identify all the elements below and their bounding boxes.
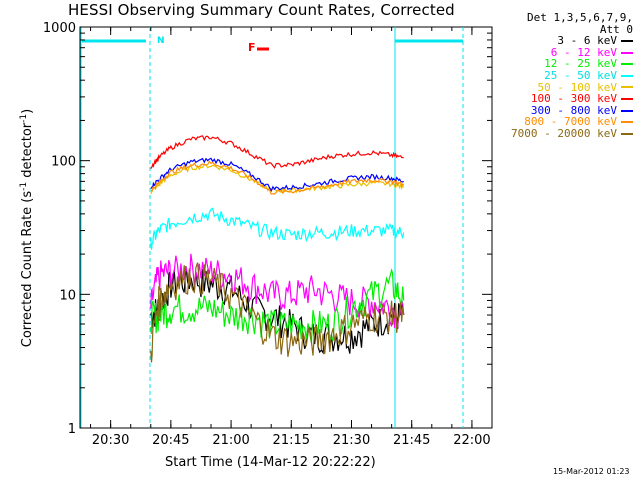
legend-swatch bbox=[621, 63, 633, 66]
legend-swatch bbox=[621, 97, 633, 100]
legend-row: 3 - 6 keV bbox=[511, 35, 633, 47]
legend-label: 300 - 800 keV bbox=[530, 103, 617, 117]
legend-row: 300 - 800 keV bbox=[511, 105, 633, 117]
x-tick-label-2: 21:00 bbox=[212, 433, 249, 448]
x-axis-label: Start Time (14-Mar-12 20:22:22) bbox=[165, 455, 376, 470]
legend-label: 50 - 100 keV bbox=[537, 80, 617, 94]
legend-swatch bbox=[621, 74, 633, 77]
y-axis-label-mid: detector bbox=[20, 122, 36, 182]
legend-label: 12 - 25 keV bbox=[544, 57, 617, 71]
series-line-4 bbox=[150, 163, 405, 195]
timestamp: 15-Mar-2012 01:23 bbox=[553, 467, 630, 476]
legend-row: 50 - 100 keV bbox=[511, 80, 633, 94]
legend-swatch bbox=[621, 132, 633, 135]
y-axis-label-sup1: -1 bbox=[18, 181, 29, 191]
flare-flag-label: F bbox=[248, 41, 256, 54]
legend-swatch bbox=[621, 121, 633, 124]
x-tick-label-3: 21:15 bbox=[273, 433, 310, 448]
y-axis-label-sup2: -1 bbox=[18, 113, 29, 123]
y-tick-label-2: 100 bbox=[51, 155, 76, 170]
series-line-6 bbox=[150, 157, 405, 193]
series-line-5 bbox=[150, 135, 404, 170]
legend: Det 1,3,5,6,7,9, Att 0 3 - 6 keV 6 - 12 k… bbox=[511, 12, 633, 140]
x-tick-label-4: 21:30 bbox=[333, 433, 370, 448]
y-tick-label-3: 1000 bbox=[43, 21, 76, 36]
x-tick-label-5: 21:45 bbox=[393, 433, 430, 448]
series-line-2 bbox=[150, 268, 405, 344]
legend-header-2: Att 0 bbox=[599, 22, 633, 36]
y-axis-label-end: ) bbox=[20, 108, 36, 114]
legend-swatch bbox=[621, 39, 633, 42]
series-line-8 bbox=[150, 262, 405, 363]
legend-row: 100 - 300 keV bbox=[511, 93, 633, 105]
legend-row: 6 - 12 keV bbox=[511, 47, 633, 59]
y-tick-label-1: 10 bbox=[59, 288, 76, 303]
series-line-7 bbox=[150, 160, 405, 195]
legend-label: 25 - 50 keV bbox=[544, 68, 617, 82]
y-tick-label-0: 1 bbox=[68, 422, 76, 437]
y-axis-label-main: Corrected Count Rate (s bbox=[20, 190, 36, 348]
plot-frame bbox=[79, 26, 493, 429]
chart-title: HESSI Observing Summary Count Rates, Cor… bbox=[68, 1, 455, 19]
y-axis-label: Corrected Count Rate (s-1 detector-1) bbox=[19, 109, 35, 347]
legend-label: 7000 - 20000 keV bbox=[511, 126, 617, 140]
legend-row: 7000 - 20000 keV bbox=[511, 128, 633, 140]
legend-header-1: Det 1,3,5,6,7,9, bbox=[527, 11, 633, 24]
legend-label: 3 - 6 keV bbox=[557, 34, 617, 48]
legend-row: 800 - 7000 keV bbox=[511, 116, 633, 128]
legend-swatch bbox=[621, 86, 633, 89]
night-flag-label: N bbox=[157, 36, 165, 46]
legend-row: 25 - 50 keV bbox=[511, 70, 633, 82]
x-tick-label-6: 22:00 bbox=[453, 433, 490, 448]
legend-swatch bbox=[621, 109, 633, 112]
legend-label: 800 - 7000 keV bbox=[524, 115, 617, 129]
legend-row: 12 - 25 keV bbox=[511, 58, 633, 70]
legend-label: 100 - 300 keV bbox=[530, 92, 617, 106]
series-line-1 bbox=[150, 253, 405, 329]
x-tick-label-0: 20:30 bbox=[92, 433, 129, 448]
series-line-3 bbox=[150, 207, 405, 250]
x-tick-label-1: 20:45 bbox=[152, 433, 189, 448]
legend-label: 6 - 12 keV bbox=[550, 45, 617, 59]
legend-swatch bbox=[621, 51, 633, 54]
